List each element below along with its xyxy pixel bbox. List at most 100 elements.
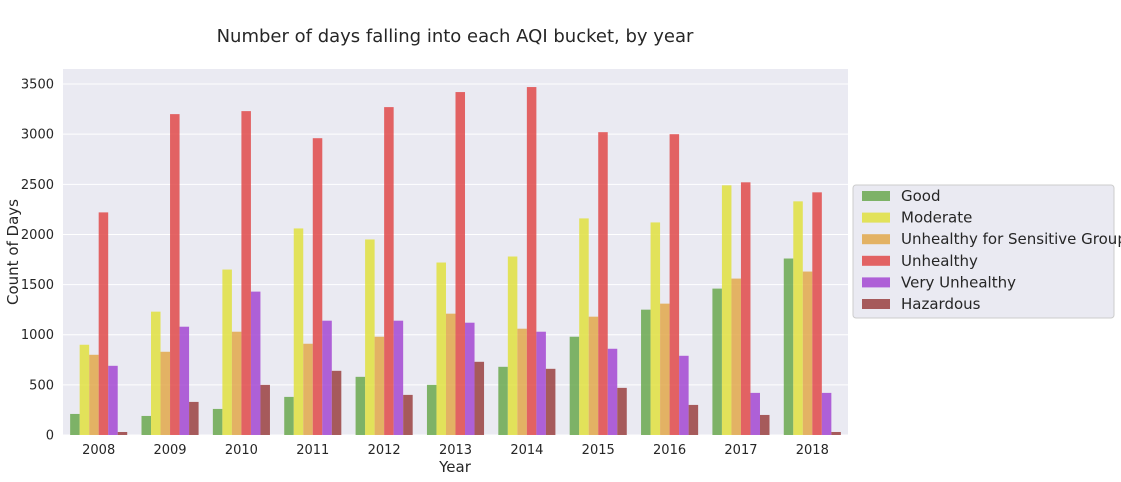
bar — [141, 415, 152, 435]
legend-label: Hazardous — [901, 295, 981, 313]
bar — [212, 408, 223, 435]
bar — [108, 365, 118, 435]
bar — [517, 328, 527, 435]
bar — [526, 87, 537, 435]
bar — [70, 413, 80, 435]
bar — [365, 239, 375, 435]
x-tick-label: 2011 — [296, 443, 329, 458]
bar — [89, 354, 99, 435]
legend-label: Good — [901, 187, 941, 205]
y-axis-label: Count of Days — [4, 199, 22, 305]
y-tick-labels: 0 500 1000 1500 2000 2500 3000 3500 — [21, 78, 54, 444]
bar — [260, 384, 270, 435]
bar — [384, 107, 394, 435]
x-tick-label: 2013 — [439, 443, 472, 458]
x-tick-label: 2017 — [724, 443, 757, 458]
legend-swatch — [862, 191, 890, 201]
y-tick-label: 1000 — [21, 328, 54, 343]
bar — [721, 185, 732, 435]
bar — [679, 355, 689, 435]
bar — [617, 387, 627, 435]
legend-swatch — [862, 212, 890, 223]
bar — [322, 320, 332, 435]
legend-label: Moderate — [901, 209, 972, 227]
x-tick-label: 2010 — [225, 443, 258, 458]
bar — [688, 404, 699, 435]
bar — [474, 361, 485, 435]
bar — [641, 309, 651, 435]
x-tick-labels: 2008 2009 2010 2011 2012 2013 2014 2015 2016 2017… — [82, 443, 829, 458]
y-tick-label: 1500 — [21, 278, 54, 293]
bar — [498, 366, 508, 435]
bar — [231, 331, 242, 435]
bar — [179, 326, 190, 435]
bar — [250, 291, 261, 435]
x-tick-label: 2015 — [582, 443, 615, 458]
legend-swatch — [862, 277, 890, 288]
bar — [802, 271, 813, 435]
bar — [783, 258, 794, 435]
bar — [222, 269, 232, 435]
bar — [607, 348, 618, 435]
legend-label: Unhealthy — [901, 252, 978, 270]
bar — [536, 331, 546, 435]
legend-frame — [852, 184, 1115, 319]
bar — [821, 392, 832, 435]
x-tick-label: 2016 — [653, 443, 686, 458]
bar — [284, 396, 294, 435]
bar — [569, 336, 580, 435]
bar — [588, 316, 599, 435]
bar — [303, 343, 313, 435]
bar — [712, 288, 722, 435]
bar — [312, 138, 323, 436]
bar — [331, 370, 342, 435]
bar — [151, 311, 161, 435]
bar — [545, 368, 556, 435]
bars — [70, 87, 841, 436]
legend-swatch — [862, 299, 890, 309]
bar — [650, 222, 661, 435]
bar — [598, 132, 608, 435]
legend-swatch — [862, 255, 890, 266]
bar — [293, 228, 304, 435]
bar — [170, 114, 180, 435]
y-tick-label: 500 — [29, 378, 54, 393]
bar — [812, 192, 822, 435]
bar — [669, 134, 680, 435]
y-tick-label: 3000 — [21, 128, 54, 143]
bar — [660, 303, 670, 435]
y-tick-label: 2000 — [21, 228, 54, 243]
bar — [740, 182, 751, 435]
bar — [98, 212, 109, 435]
x-axis-label: Year — [438, 458, 472, 476]
bar — [831, 431, 841, 435]
bar — [117, 431, 128, 435]
bar — [241, 111, 251, 436]
bar — [445, 313, 456, 435]
bar — [731, 278, 741, 435]
bar — [579, 218, 589, 435]
x-tick-label: 2014 — [510, 443, 543, 458]
bar — [403, 394, 413, 435]
x-tick-label: 2008 — [82, 443, 115, 458]
bar — [793, 201, 803, 435]
bar — [374, 336, 385, 435]
x-tick-label: 2018 — [796, 443, 829, 458]
bar — [507, 256, 518, 435]
bar — [426, 384, 437, 435]
y-tick-label: 0 — [46, 429, 54, 444]
bar — [759, 414, 770, 435]
bar — [436, 262, 446, 435]
bar — [455, 92, 466, 435]
bar — [160, 351, 171, 435]
bar — [355, 376, 366, 435]
y-tick-label: 3500 — [21, 78, 54, 93]
chart-title: Number of days falling into each AQI buc… — [217, 26, 694, 47]
bar — [750, 392, 760, 435]
y-tick-label: 2500 — [21, 178, 54, 193]
bar — [465, 322, 475, 435]
x-tick-label: 2012 — [368, 443, 401, 458]
legend-swatch — [862, 234, 890, 245]
bar — [79, 344, 90, 435]
